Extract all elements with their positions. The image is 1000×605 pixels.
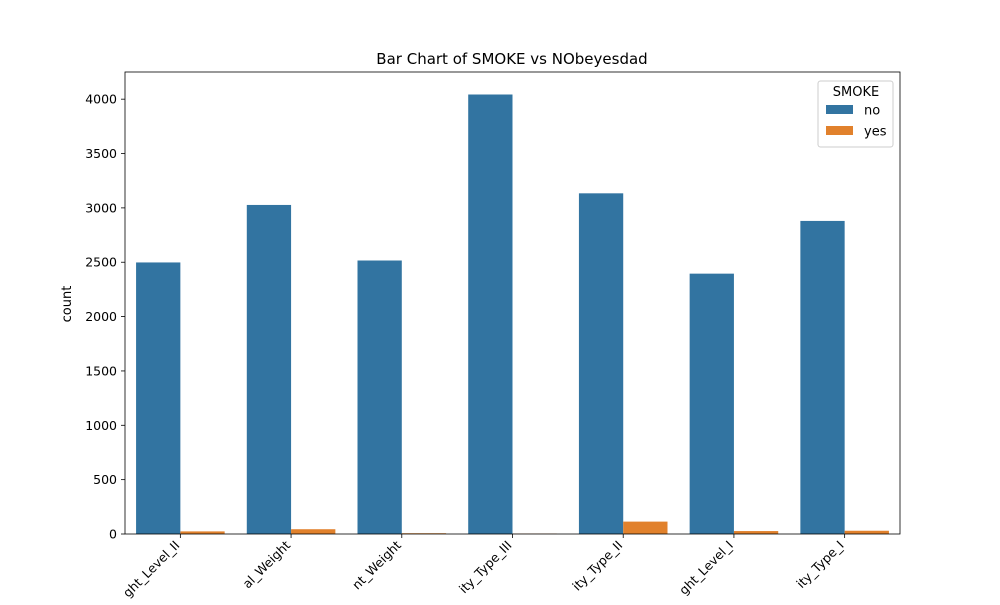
x-tick-label-3: ity_Type_III bbox=[456, 538, 515, 597]
bar-no-5 bbox=[690, 274, 734, 534]
x-tick-label-6: ity_Type_I bbox=[793, 538, 847, 592]
y-tick-label-8: 4000 bbox=[85, 92, 117, 107]
bar-yes-4 bbox=[623, 522, 667, 534]
bar-no-0 bbox=[136, 262, 180, 534]
x-tick-label-2: nt_Weight bbox=[349, 537, 404, 592]
legend: SMOKE no yes bbox=[818, 81, 893, 147]
bar-no-3 bbox=[468, 95, 512, 535]
bar-no-2 bbox=[358, 261, 402, 535]
y-axis-label: count bbox=[60, 286, 75, 323]
legend-swatch-no bbox=[826, 105, 853, 114]
legend-title: SMOKE bbox=[833, 85, 879, 100]
y-tick-label-1: 500 bbox=[93, 472, 117, 487]
bar-yes-6 bbox=[845, 531, 889, 534]
legend-swatch-yes bbox=[826, 126, 853, 135]
bar-yes-1 bbox=[291, 529, 335, 534]
x-tick-label-0: ght_Level_II bbox=[120, 538, 183, 600]
chart-title: Bar Chart of SMOKE vs NObeyesdad bbox=[376, 50, 647, 68]
y-tick-label-2: 1000 bbox=[85, 418, 117, 433]
legend-label-yes: yes bbox=[864, 125, 887, 140]
bar-no-1 bbox=[247, 205, 291, 534]
x-tick-label-5: ght_Level_I bbox=[676, 538, 736, 598]
x-tick-label-1: al_Weight bbox=[239, 537, 293, 591]
y-tick-label-7: 3500 bbox=[85, 146, 117, 161]
y-tick-label-4: 2000 bbox=[85, 309, 117, 324]
y-tick-label-6: 3000 bbox=[85, 200, 117, 215]
legend-label-no: no bbox=[864, 104, 880, 119]
y-tick-label-3: 1500 bbox=[85, 363, 117, 378]
bar-no-4 bbox=[579, 193, 623, 534]
bar-no-6 bbox=[800, 221, 844, 534]
x-tick-label-4: ity_Type_II bbox=[569, 538, 625, 594]
y-tick-label-5: 2500 bbox=[85, 255, 117, 270]
bar-yes-5 bbox=[734, 531, 778, 534]
y-tick-label-0: 0 bbox=[109, 527, 117, 542]
bars-layer bbox=[136, 95, 889, 535]
